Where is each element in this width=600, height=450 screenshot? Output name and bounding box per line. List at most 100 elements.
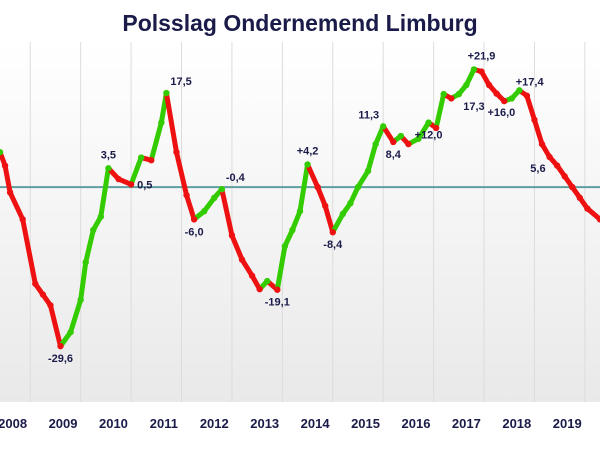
series-segment-25	[219, 186, 235, 238]
x-tick-2013: 2013	[250, 416, 279, 431]
data-point-26	[228, 232, 236, 239]
data-point-3	[19, 216, 26, 223]
x-tick-2018: 2018	[502, 416, 531, 431]
data-label-15: +16,0	[487, 107, 515, 119]
data-label-1: 3,5	[101, 149, 116, 161]
data-point-55	[470, 66, 478, 73]
series-segment-35	[305, 162, 321, 190]
grid-lines	[29, 42, 586, 402]
data-point-18	[158, 119, 165, 126]
series-segment-36	[315, 184, 328, 209]
data-point-24	[211, 194, 218, 202]
data-label-6: -19,1	[265, 297, 290, 309]
data-point-53	[455, 90, 463, 98]
data-point-27	[238, 256, 246, 263]
series-segment-17	[148, 120, 164, 163]
data-point-66	[553, 162, 561, 169]
data-point-58	[493, 90, 500, 97]
data-point-45	[390, 138, 397, 146]
series-segment-2	[7, 189, 26, 222]
data-label-7: +4,2	[297, 146, 319, 158]
series-segment-63	[531, 117, 545, 147]
data-point-32	[281, 242, 289, 250]
series-segment-50	[433, 91, 447, 131]
data-point-22	[190, 216, 198, 223]
data-label-4: -6,0	[185, 226, 204, 238]
series-segment-6	[47, 302, 64, 349]
data-point-34	[296, 208, 304, 215]
data-point-35	[304, 161, 311, 168]
data-point-63	[531, 116, 538, 124]
series-segment-10	[83, 227, 96, 265]
data-point-67	[561, 173, 568, 180]
data-point-7	[57, 342, 64, 350]
series-segment-37	[322, 203, 336, 235]
data-point-25	[218, 186, 226, 193]
x-tick-2010: 2010	[99, 416, 128, 431]
x-tick-2019: 2019	[553, 416, 582, 431]
series-segment-26	[229, 232, 245, 263]
data-label-14: +17,4	[516, 77, 545, 89]
x-axis-ticks: 2008 2009 2010 2011 2012 2013 2014 2015 2016 2017…	[0, 416, 582, 431]
data-point-56	[478, 68, 485, 75]
series-segment-3	[20, 216, 38, 287]
x-tick-2017: 2017	[452, 416, 481, 431]
data-point-33	[289, 226, 296, 234]
data-point-17	[148, 157, 155, 164]
data-point-57	[485, 81, 493, 89]
data-point-36	[314, 183, 321, 191]
series-segment-20	[173, 149, 190, 198]
data-point-13	[105, 165, 112, 172]
series-segment-42	[365, 141, 379, 174]
data-point-28	[248, 272, 256, 279]
data-point-44	[379, 123, 387, 130]
series-segment-34	[297, 162, 311, 214]
data-label-0: -29,6	[48, 353, 73, 365]
data-point-65	[546, 153, 553, 161]
series-segment-9	[78, 259, 89, 303]
data-point-54	[463, 81, 470, 89]
series-segment-62	[524, 93, 537, 123]
series-line	[0, 66, 600, 350]
series-segment-43	[373, 123, 386, 147]
data-label-13: +21,9	[468, 50, 496, 62]
data-point-11	[90, 226, 97, 234]
data-point-60	[508, 95, 515, 102]
data-point-12	[97, 213, 105, 220]
series-segment-19	[163, 90, 179, 155]
data-point-9	[77, 296, 84, 304]
x-tick-2012: 2012	[200, 416, 229, 431]
data-point-30	[264, 277, 271, 285]
data-point-42	[364, 167, 372, 175]
data-label-2: 0,5	[137, 179, 152, 191]
data-point-43	[372, 140, 379, 148]
series-segment-33	[289, 208, 303, 233]
x-tick-2014: 2014	[301, 416, 331, 431]
data-point-69	[576, 194, 584, 202]
x-tick-2015: 2015	[351, 416, 380, 431]
data-point-48	[415, 135, 422, 142]
data-point-20	[173, 148, 180, 156]
x-tick-2008: 2008	[0, 416, 27, 431]
data-point-40	[347, 199, 354, 207]
series-segment-31	[274, 243, 288, 293]
data-point-52	[448, 95, 455, 102]
series-segment-15	[128, 155, 144, 187]
data-point-2	[6, 189, 14, 196]
data-point-50	[432, 124, 440, 132]
data-point-61	[516, 87, 523, 94]
data-label-5: -0,4	[226, 172, 246, 184]
data-point-64	[538, 140, 546, 148]
data-point-46	[397, 132, 405, 140]
data-point-71	[596, 216, 600, 223]
data-point-39	[339, 210, 347, 218]
data-point-4	[32, 280, 39, 287]
data-label-10: 8,4	[386, 149, 402, 161]
data-point-41	[354, 183, 362, 191]
series-segment-1	[2, 163, 13, 195]
data-point-10	[82, 259, 89, 266]
data-label-12: 17,3	[463, 101, 484, 113]
data-point-5	[39, 291, 47, 298]
data-point-38	[329, 229, 336, 236]
